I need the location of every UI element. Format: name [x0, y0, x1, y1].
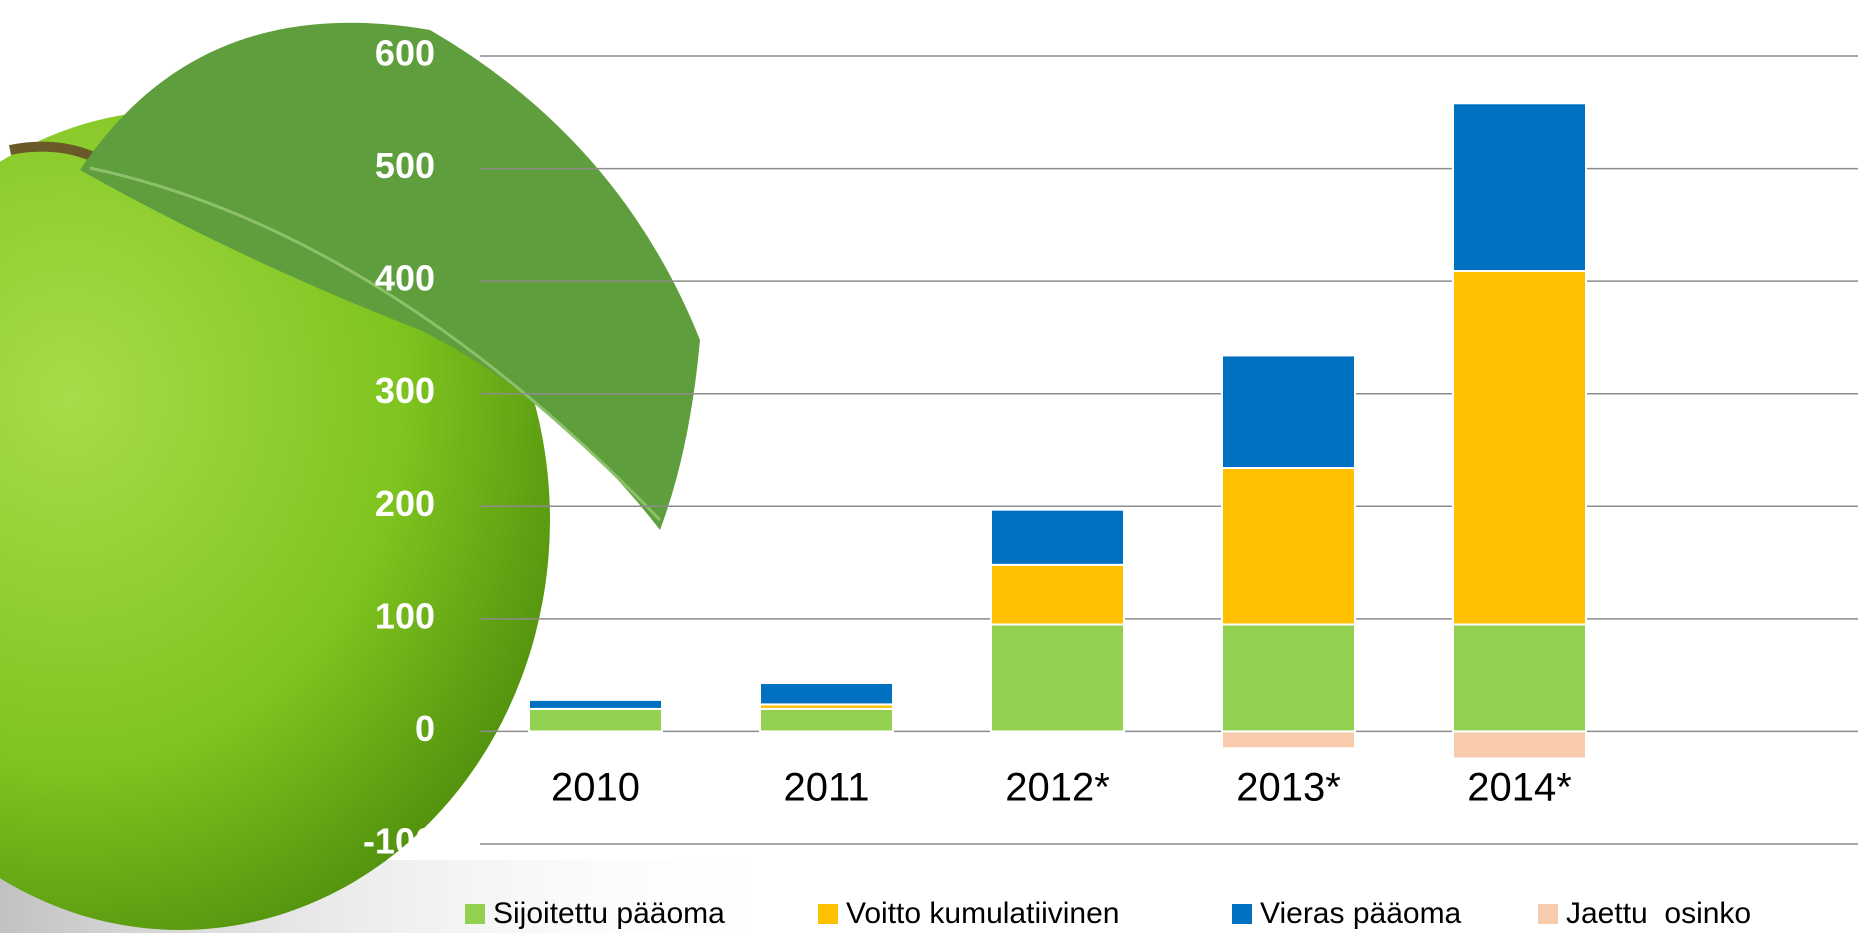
bar-segment — [1221, 467, 1356, 626]
x-tick-label: 2011 — [783, 766, 869, 810]
bar-segment — [759, 682, 894, 706]
x-tick-label: 2014* — [1467, 766, 1572, 810]
x-tick-label: 2012* — [1005, 766, 1110, 810]
x-tick-label: 2010 — [551, 766, 640, 810]
y-tick-label: 0 — [415, 708, 435, 749]
legend-swatch — [1232, 904, 1252, 924]
bar-segment — [1452, 623, 1587, 733]
bar-segment — [1221, 730, 1356, 750]
legend-label: Sijoitettu pääoma — [493, 897, 725, 930]
y-tick-label: 500 — [375, 145, 435, 186]
bar-segment — [990, 508, 1125, 566]
x-tick-label: 2013* — [1236, 766, 1341, 810]
bar-segment — [1452, 102, 1587, 273]
y-tick-label: 600 — [375, 33, 435, 74]
y-tick-label: 100 — [375, 595, 435, 636]
legend-label: Voitto kumulatiivinen — [846, 897, 1120, 930]
bar-segment — [528, 698, 663, 710]
bar-segment — [528, 707, 663, 733]
bar-segment — [759, 707, 894, 733]
leaf-vein — [89, 166, 662, 522]
y-tick-label: 300 — [375, 370, 435, 411]
legend-swatch — [1538, 904, 1558, 924]
legend-swatch — [818, 904, 838, 924]
legend-label: Vieras pääoma — [1260, 897, 1462, 930]
bar-segment — [990, 563, 1125, 626]
bar-segment — [990, 623, 1125, 733]
y-tick-label: 200 — [375, 483, 435, 524]
y-tick-label: 400 — [375, 258, 435, 299]
legend-swatch — [465, 904, 485, 924]
legend-label: Jaettu osinko — [1566, 897, 1751, 930]
bar-segment — [1221, 623, 1356, 733]
leaf — [80, 22, 700, 530]
bar-segment — [1221, 354, 1356, 470]
bar-segment — [1452, 270, 1587, 626]
bar-segment — [1452, 730, 1587, 760]
y-tick-label: -100 — [363, 821, 435, 862]
